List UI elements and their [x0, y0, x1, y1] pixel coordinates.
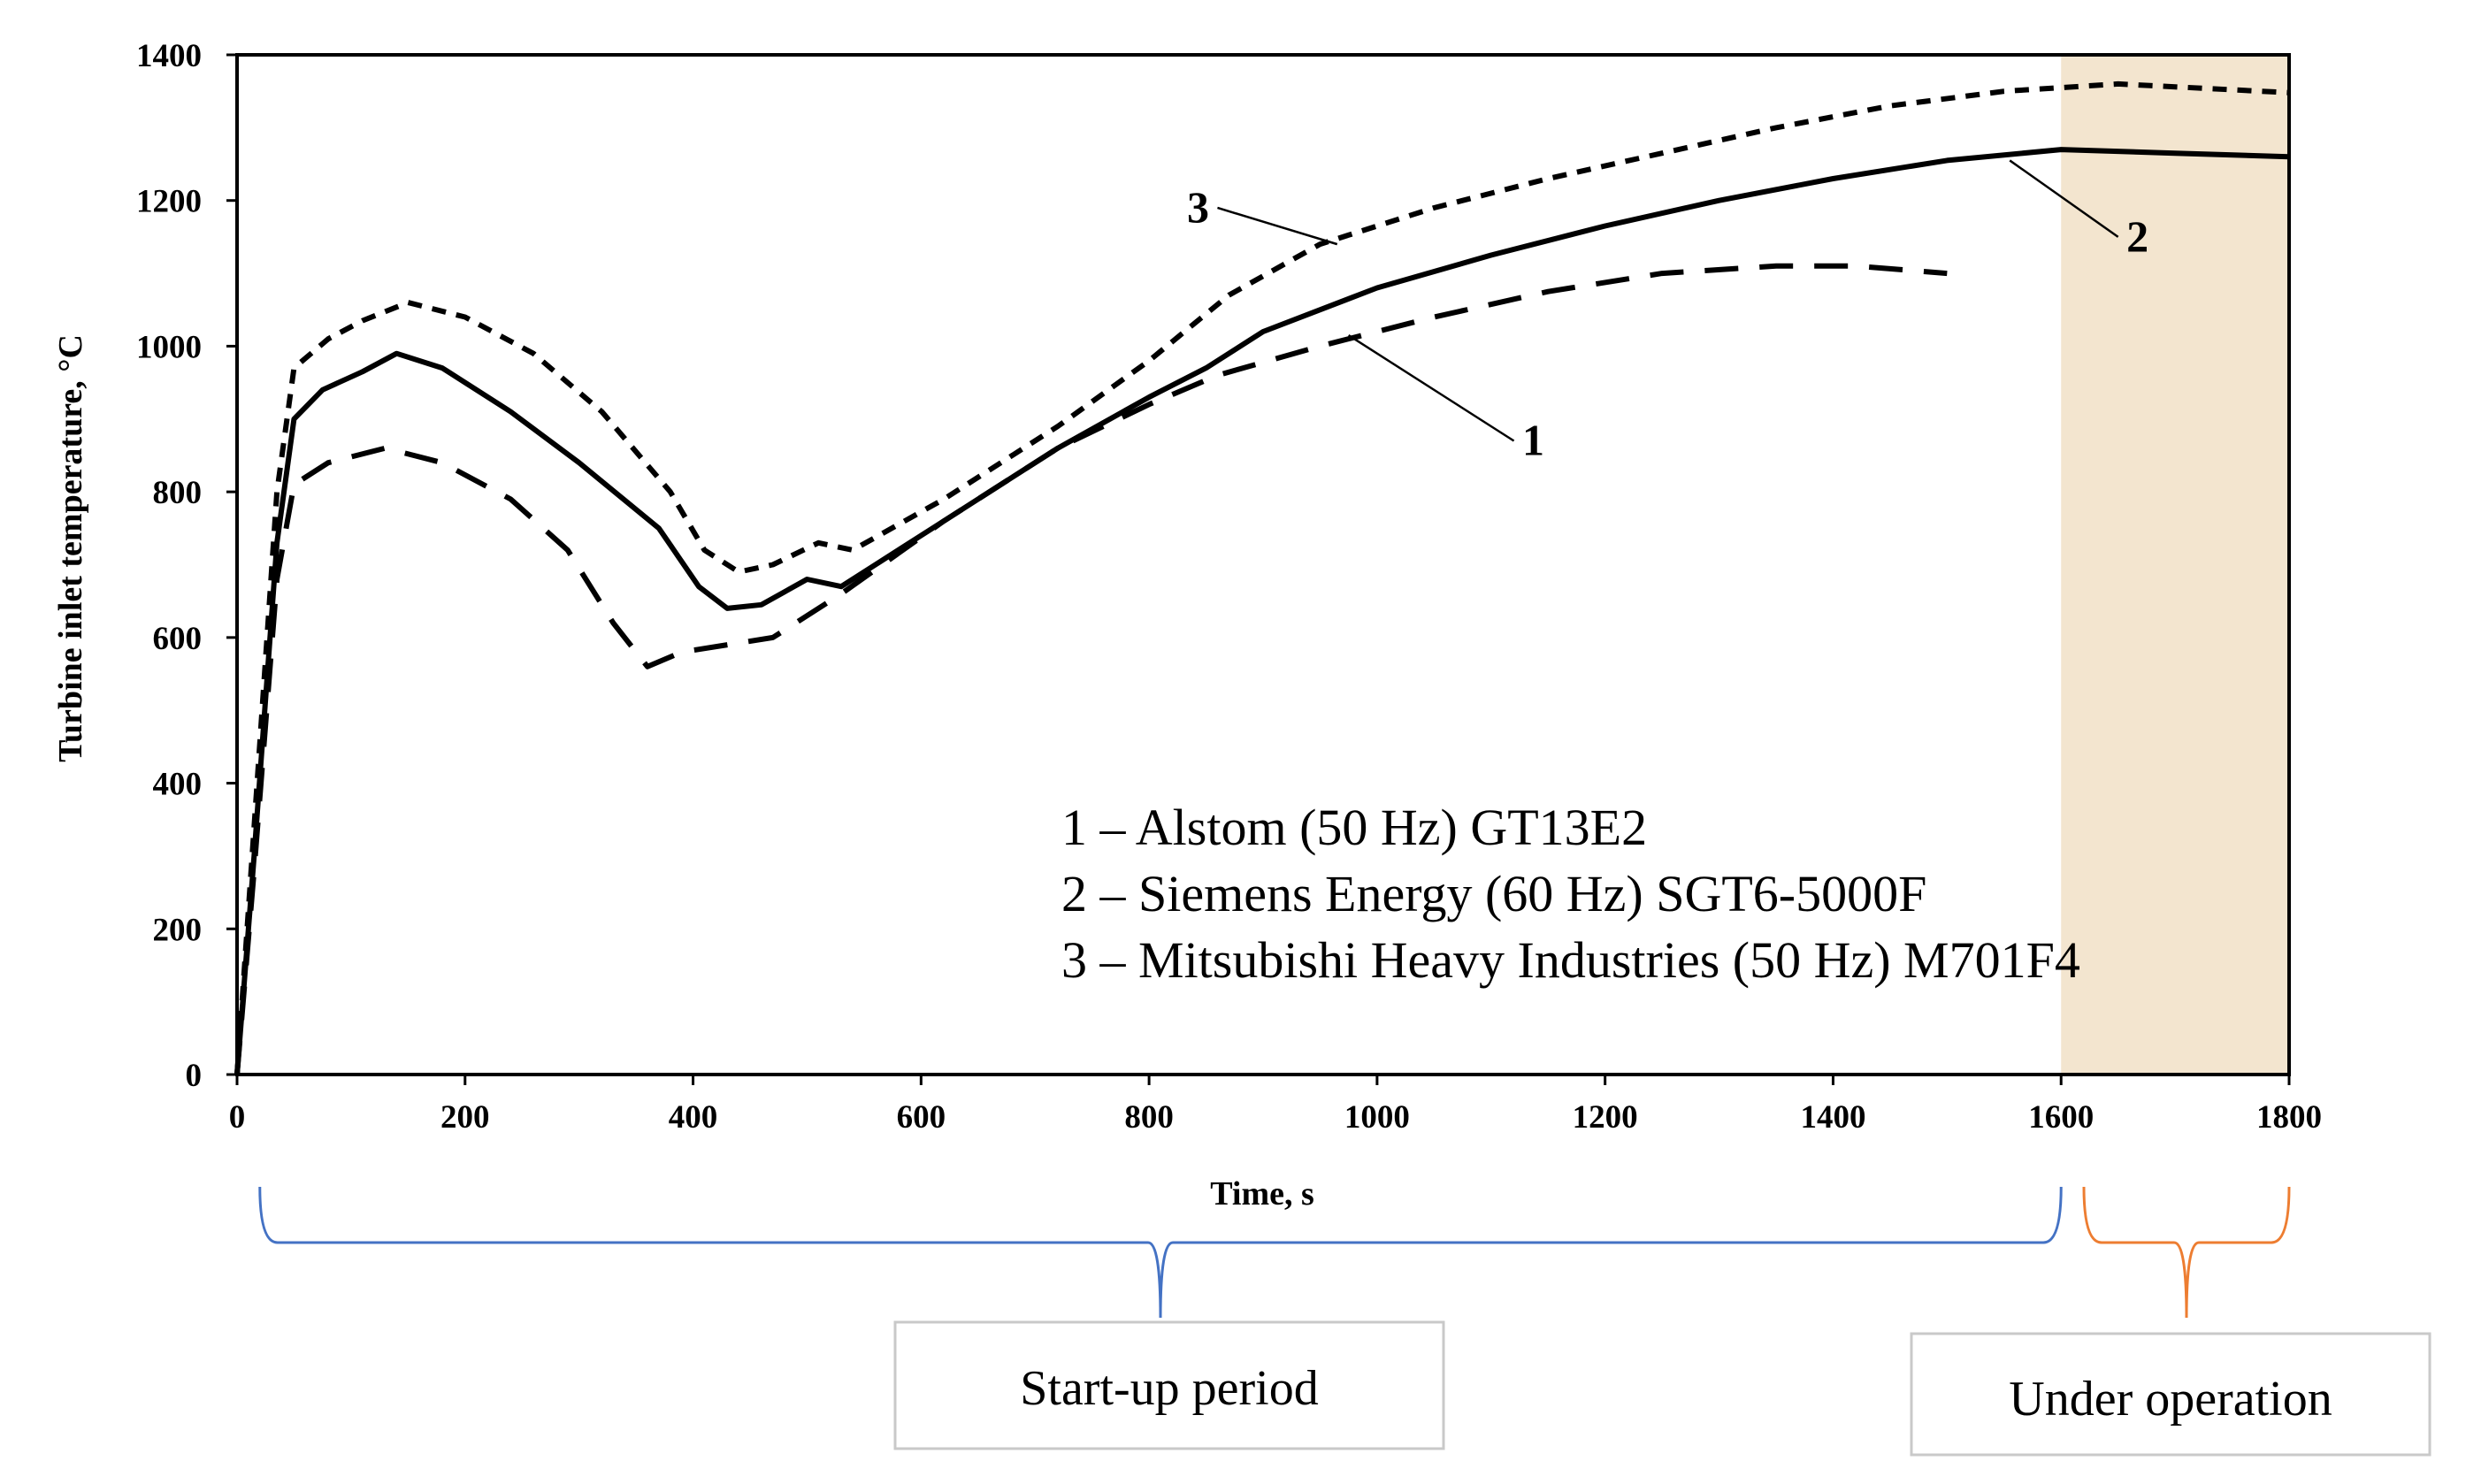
y-tick-label: 1000 [136, 329, 202, 365]
series-label-leader-2 [2009, 159, 2119, 238]
series-labels-layer: 1 2 3 [1187, 159, 2148, 464]
series-line-3 [234, 80, 2290, 1075]
y-tick-label: 0 [186, 1058, 203, 1094]
operation-shaded-region [2061, 55, 2289, 1075]
x-tick-label: 400 [669, 1099, 718, 1136]
x-axis-label: Time, s [1210, 1175, 1314, 1212]
y-tick-label: 1400 [136, 38, 202, 74]
x-tick-label: 1400 [1800, 1099, 1865, 1136]
series-layer [234, 80, 2290, 1075]
x-tick-label: 200 [440, 1099, 490, 1136]
startup-brace [258, 1186, 2063, 1319]
series-label-1: 1 [1522, 415, 1544, 464]
y-tick-label: 400 [153, 767, 203, 803]
operation-period-label: Under operation [2009, 1372, 2332, 1427]
x-tick-label: 600 [897, 1099, 946, 1136]
series-label-3: 3 [1187, 182, 1209, 232]
startup-period-label: Start-up period [1020, 1361, 1318, 1416]
series-line-2 [234, 147, 2290, 1075]
x-tick-label: 1600 [2028, 1099, 2094, 1136]
series-label-2: 2 [2126, 211, 2148, 261]
y-axis-label: Turbine inlet temperature, °C [52, 334, 89, 762]
legend-entry-1: 1 – Alstom (50 Hz) GT13E2 [1061, 799, 1647, 856]
series-label-leader-3 [1217, 206, 1338, 246]
periods-layer: Start-up period Under operation [258, 1186, 2432, 1457]
legend: 1 – Alstom (50 Hz) GT13E2 2 – Siemens En… [1061, 799, 2080, 989]
y-tick-label: 800 [153, 475, 203, 511]
y-tick-label: 1200 [136, 184, 202, 220]
ticks-layer: 0 200 400 600 800 1000 1200 1400 1600 18000200400… [136, 38, 2322, 1136]
plot-frame [235, 53, 2291, 1076]
legend-entry-3: 3 – Mitsubishi Heavy Industries (50 Hz) … [1061, 931, 2080, 989]
y-tick-label: 600 [153, 621, 203, 657]
y-tick-label: 200 [153, 912, 203, 948]
series-line-1 [234, 263, 1948, 1075]
x-tick-label: 1000 [1344, 1099, 1410, 1136]
x-tick-label: 800 [1124, 1099, 1174, 1136]
operation-brace [2082, 1186, 2291, 1319]
series-label-leader-1 [1347, 334, 1515, 442]
operation-period-box [1910, 1332, 2432, 1457]
legend-entry-2: 2 – Siemens Energy (60 Hz) SGT6-5000F [1061, 865, 1926, 922]
x-tick-label: 0 [229, 1099, 246, 1136]
startup-period-box [893, 1320, 1445, 1450]
x-tick-label: 1200 [1573, 1099, 1638, 1136]
x-tick-label: 1800 [2256, 1099, 2322, 1136]
